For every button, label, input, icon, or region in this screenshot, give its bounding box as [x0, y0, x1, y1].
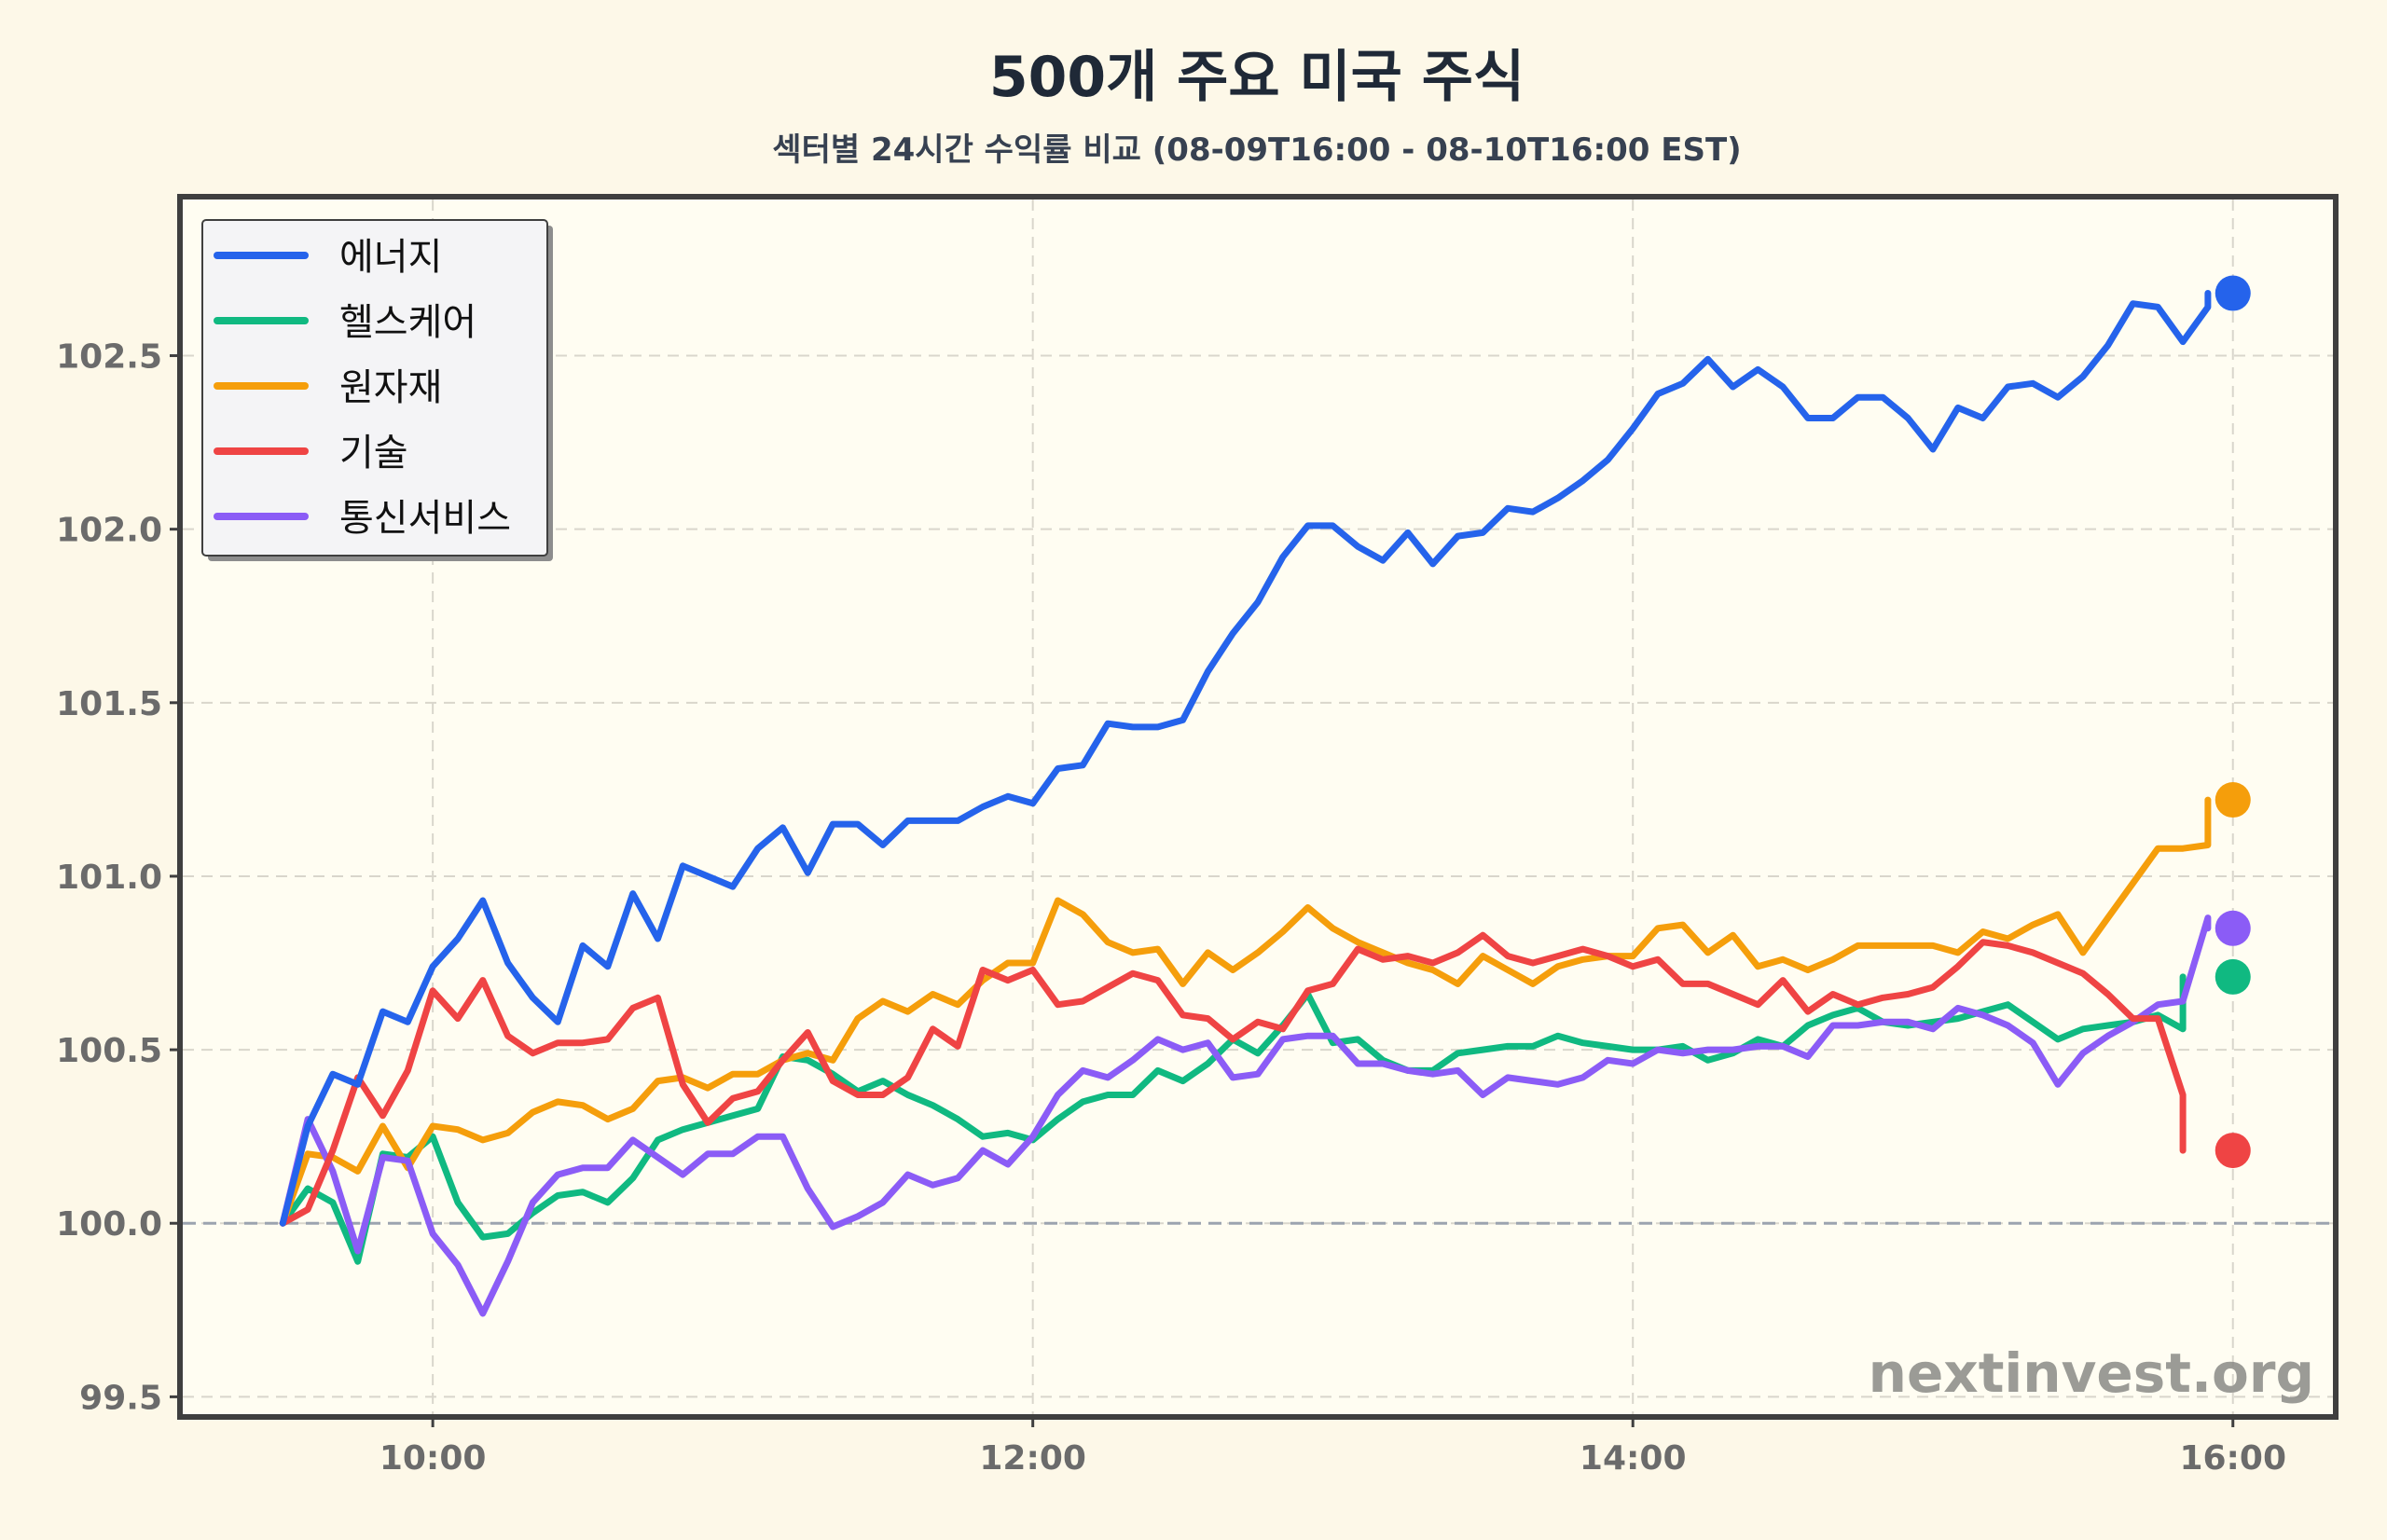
- chart-title: 500개 주요 미국 주식: [989, 45, 1525, 110]
- legend-label-0: 에너지: [339, 236, 442, 279]
- series-line-2: [279, 796, 2212, 1227]
- chart-subtitle: 섹터별 24시간 수익률 비교 (08-09T16:00 - 08-10T16:…: [772, 131, 1741, 169]
- x-tick-label: 12:00: [979, 1439, 1086, 1478]
- series-end-marker-1: [2215, 958, 2251, 995]
- legend-label-1: 헬스케어: [339, 301, 476, 344]
- series-end-marker-0: [2215, 275, 2251, 311]
- x-tick-label: 10:00: [379, 1439, 487, 1478]
- legend-label-2: 원자재: [339, 366, 442, 409]
- series-end-marker-3: [2215, 1133, 2251, 1169]
- y-tick-label: 100.0: [56, 1205, 162, 1244]
- y-tick-label: 99.5: [79, 1379, 162, 1417]
- legend-box: [201, 219, 548, 557]
- axes: 99.5 100.0 100.5 101.0 101.5 102.0 102.5 10:00 1…: [56, 338, 2286, 1478]
- legend-label-3: 기술: [339, 432, 408, 474]
- watermark: nextinvest.org: [1869, 1341, 2314, 1405]
- x-tick-label: 14:00: [1580, 1439, 1687, 1478]
- series-end-marker-4: [2215, 910, 2251, 946]
- series-lines: [279, 275, 2251, 1317]
- legend-label-4: 통신서비스: [339, 497, 511, 540]
- plot-frame: [177, 194, 2339, 1420]
- series-line-0: [279, 290, 2212, 1227]
- y-tick-label: 102.5: [56, 338, 162, 377]
- y-tick-label: 101.5: [56, 685, 162, 723]
- series-line-3: [279, 931, 2187, 1227]
- y-tick-label: 101.0: [56, 859, 162, 897]
- y-tick-label: 102.0: [56, 512, 162, 550]
- series-end-marker-2: [2215, 782, 2251, 818]
- x-tick-label: 16:00: [2179, 1439, 2286, 1478]
- series-line-4: [279, 914, 2212, 1317]
- y-tick-label: 100.5: [56, 1032, 162, 1070]
